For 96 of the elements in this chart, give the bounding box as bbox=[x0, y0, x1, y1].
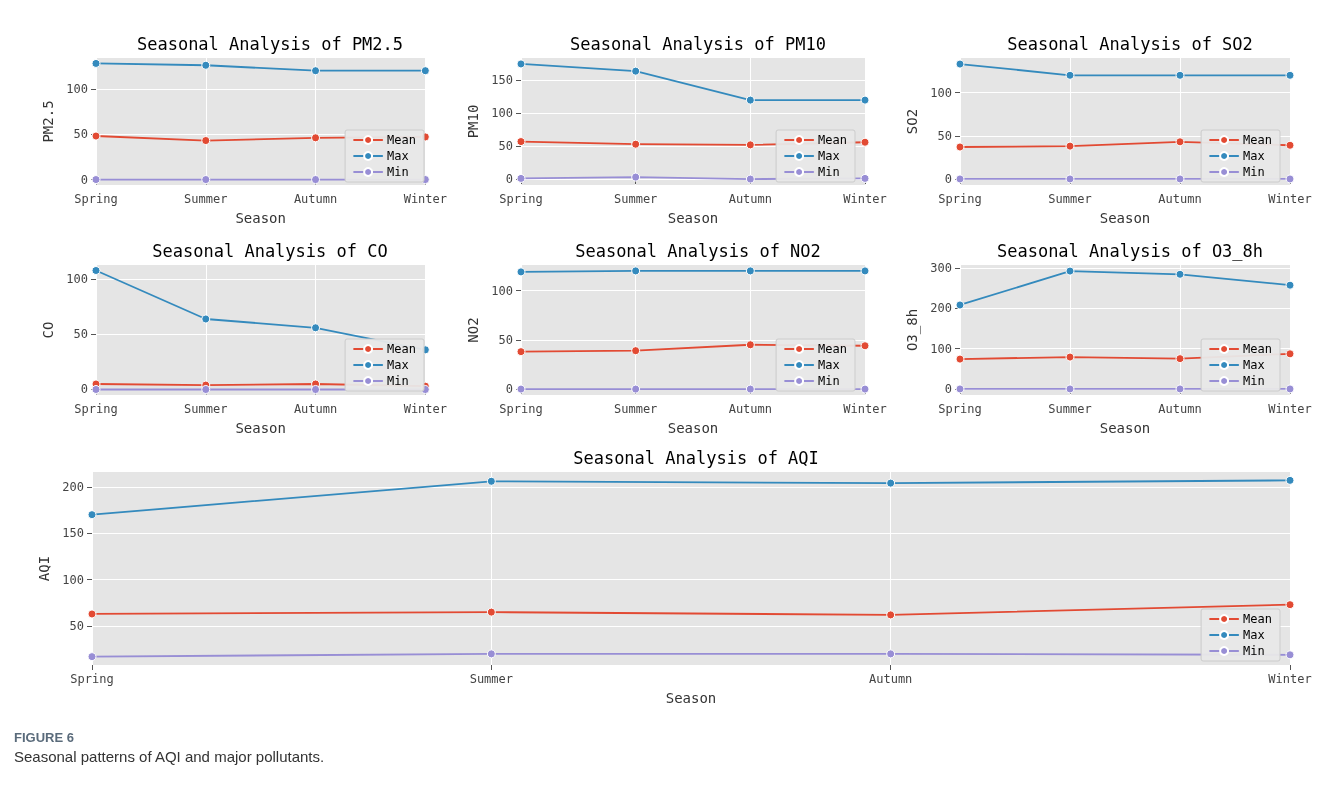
y-tick-label: 50 bbox=[498, 139, 513, 154]
x-tick-label: Spring bbox=[938, 192, 982, 206]
x-tick-label: Spring bbox=[499, 402, 543, 416]
x-tick-label: Winter bbox=[1268, 672, 1312, 686]
x-tick-label: Autumn bbox=[293, 402, 338, 416]
y-tick-label: 50 bbox=[69, 619, 84, 634]
x-tick-label: Summer bbox=[184, 402, 228, 416]
legend-label: Mean bbox=[1243, 133, 1273, 147]
chart-title: Seasonal Analysis of SO2 bbox=[1007, 33, 1253, 54]
y-tick-label: 100 bbox=[62, 572, 84, 587]
y-axis-title: PM2.5 bbox=[40, 100, 57, 143]
y-tick-label: 100 bbox=[491, 283, 513, 298]
y-tick-label: 100 bbox=[930, 341, 952, 356]
y-axis-title: O3_8h bbox=[904, 308, 922, 352]
y-tick-label: 100 bbox=[66, 81, 88, 96]
x-tick-label: Autumn bbox=[728, 402, 773, 416]
legend-label: Max bbox=[1243, 358, 1265, 372]
x-tick-label: Summer bbox=[613, 402, 658, 416]
y-tick-label: 200 bbox=[62, 479, 84, 494]
y-tick-label: 50 bbox=[73, 327, 88, 342]
x-tick-label: Spring bbox=[499, 192, 543, 206]
y-axis-title: SO2 bbox=[904, 108, 921, 135]
x-tick-label: Winter bbox=[403, 192, 448, 206]
chart-title: Seasonal Analysis of PM10 bbox=[570, 33, 826, 54]
x-tick-label: Winter bbox=[403, 402, 448, 416]
y-tick-label: 0 bbox=[505, 172, 513, 187]
y-tick-label: 50 bbox=[937, 128, 952, 143]
y-tick-label: 200 bbox=[930, 301, 952, 316]
x-tick-label: Winter bbox=[1268, 192, 1312, 206]
y-tick-label: 0 bbox=[80, 172, 88, 187]
legend-label: Max bbox=[1243, 149, 1265, 163]
x-tick-label: Summer bbox=[1048, 402, 1092, 416]
legend-label: Mean bbox=[387, 342, 417, 356]
x-tick-label: Winter bbox=[843, 402, 887, 416]
legend-label: Min bbox=[818, 165, 840, 179]
legend-label: Max bbox=[818, 149, 840, 163]
x-axis-title: Season bbox=[235, 210, 286, 226]
legend-label: Max bbox=[387, 149, 409, 163]
x-tick-label: Spring bbox=[74, 402, 118, 416]
x-tick-label: Spring bbox=[70, 672, 114, 686]
legend-label: Mean bbox=[818, 133, 848, 147]
legend-label: Mean bbox=[1243, 342, 1273, 356]
y-axis-title: PM10 bbox=[465, 104, 482, 139]
chart-title: Seasonal Analysis of NO2 bbox=[575, 240, 821, 261]
legend-label: Min bbox=[1243, 644, 1265, 658]
x-tick-label: Winter bbox=[843, 192, 887, 206]
legend-label: Min bbox=[1243, 165, 1265, 179]
legend-label: Min bbox=[818, 374, 840, 388]
legend-label: Mean bbox=[1243, 612, 1273, 626]
legend-label: Max bbox=[387, 358, 409, 372]
x-tick-label: Autumn bbox=[1158, 402, 1202, 416]
chart-title: Seasonal Analysis of AQI bbox=[573, 447, 819, 468]
x-tick-label: Winter bbox=[1268, 402, 1312, 416]
y-tick-label: 0 bbox=[944, 171, 952, 186]
x-tick-label: Spring bbox=[74, 192, 118, 206]
x-axis-title: Season bbox=[665, 690, 717, 706]
legend-label: Max bbox=[1243, 628, 1265, 642]
text: Seasonal patterns of AQI and major pollutants. bbox=[14, 748, 325, 765]
x-tick-label: Autumn bbox=[868, 672, 913, 686]
x-tick-label: Summer bbox=[613, 192, 658, 206]
x-axis-title: Season bbox=[235, 420, 286, 436]
x-axis-title: Season bbox=[1099, 420, 1151, 436]
y-tick-label: 50 bbox=[73, 127, 88, 142]
x-axis-title: Season bbox=[667, 210, 719, 226]
y-tick-label: 300 bbox=[930, 260, 952, 275]
caption: FIGURE 6 bbox=[14, 730, 75, 745]
x-tick-label: Autumn bbox=[728, 192, 773, 206]
x-tick-label: Autumn bbox=[293, 192, 338, 206]
y-tick-label: 150 bbox=[491, 73, 513, 88]
x-tick-label: Spring bbox=[938, 402, 982, 416]
y-axis-title: CO bbox=[40, 321, 57, 339]
y-tick-label: 100 bbox=[491, 106, 513, 121]
x-tick-label: Summer bbox=[469, 672, 514, 686]
legend-label: Mean bbox=[818, 342, 848, 356]
y-axis-title: NO2 bbox=[465, 317, 482, 343]
legend-label: Max bbox=[818, 358, 840, 372]
y-tick-label: 100 bbox=[930, 85, 952, 100]
x-tick-label: Summer bbox=[1048, 192, 1092, 206]
x-tick-label: Autumn bbox=[1158, 192, 1202, 206]
y-tick-label: 0 bbox=[80, 382, 88, 397]
x-axis-title: Season bbox=[667, 420, 719, 436]
x-axis-title: Season bbox=[1099, 210, 1151, 226]
legend-label: Min bbox=[1243, 374, 1265, 388]
y-tick-label: 100 bbox=[66, 272, 88, 287]
y-tick-label: 150 bbox=[62, 526, 84, 541]
legend-label: Mean bbox=[387, 133, 417, 147]
y-tick-label: 0 bbox=[505, 382, 513, 397]
legend-label: Min bbox=[387, 374, 409, 388]
x-tick-label: Summer bbox=[184, 192, 228, 206]
legend-label: Min bbox=[387, 165, 409, 179]
chart-title: Seasonal Analysis of PM2.5 bbox=[136, 33, 404, 54]
chart-title: Seasonal Analysis of O3_8h bbox=[996, 240, 1264, 261]
y-tick-label: 50 bbox=[498, 332, 513, 347]
y-tick-label: 0 bbox=[944, 381, 952, 396]
y-axis-title: AQI bbox=[36, 555, 53, 582]
chart-title: Seasonal Analysis of CO bbox=[152, 240, 388, 261]
